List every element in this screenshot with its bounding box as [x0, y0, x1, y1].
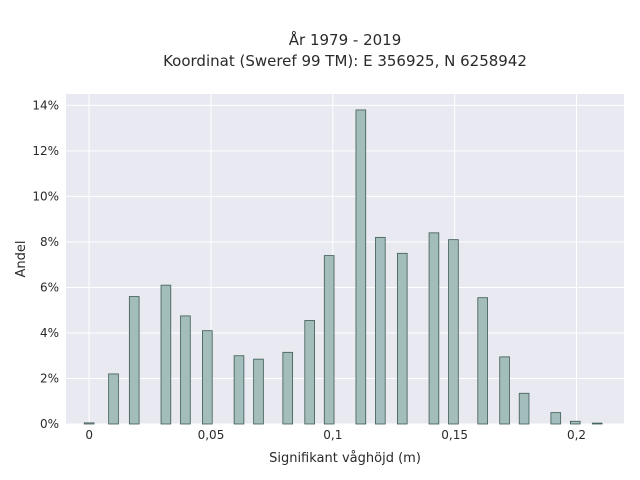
x-tick-label: 0,2 — [567, 428, 586, 442]
y-axis-label: Andel — [14, 241, 29, 278]
bar — [233, 355, 245, 425]
bar — [108, 373, 119, 425]
bar — [180, 315, 191, 425]
chart-subtitle: Koordinat (Sweref 99 TM): E 356925, N 62… — [163, 52, 527, 70]
bar — [304, 320, 315, 425]
bar — [83, 422, 95, 425]
bar — [253, 358, 264, 425]
y-tick-label: 6% — [40, 280, 59, 294]
x-tick-label: 0,05 — [198, 428, 225, 442]
bar — [160, 284, 172, 425]
y-tick-labels: 0% 2% 4% 6% 8% 10% 12% 14% — [32, 98, 59, 431]
x-tick-label: 0,15 — [441, 428, 468, 442]
bar — [569, 420, 581, 425]
y-tick-label: 12% — [32, 144, 59, 158]
bar — [396, 252, 408, 425]
bar — [550, 412, 562, 425]
bar — [428, 232, 440, 425]
bar — [323, 255, 335, 425]
bar — [518, 392, 530, 425]
plot-area — [66, 94, 624, 424]
bar — [355, 109, 367, 425]
bars — [83, 109, 603, 425]
bar — [375, 236, 386, 425]
grid — [66, 94, 624, 425]
y-tick-label: 2% — [40, 371, 59, 385]
bar — [499, 356, 510, 425]
x-axis-label: Signifikant våghöjd (m) — [269, 451, 421, 466]
y-tick-label: 4% — [40, 326, 59, 340]
bar — [448, 239, 459, 425]
bar — [591, 422, 603, 425]
x-tick-label: 0 — [85, 428, 93, 442]
y-tick-label: 10% — [32, 189, 59, 203]
bar — [202, 330, 213, 425]
bar — [128, 296, 140, 425]
y-tick-label: 8% — [40, 235, 59, 249]
x-tick-labels: 0 0,05 0,1 0,15 0,2 — [85, 428, 586, 442]
y-tick-label: 14% — [32, 98, 59, 112]
x-tick-label: 0,1 — [323, 428, 342, 442]
chart-title: År 1979 - 2019 — [289, 30, 402, 49]
bar — [477, 297, 488, 425]
y-tick-label: 0% — [40, 417, 59, 431]
bar — [282, 351, 294, 425]
